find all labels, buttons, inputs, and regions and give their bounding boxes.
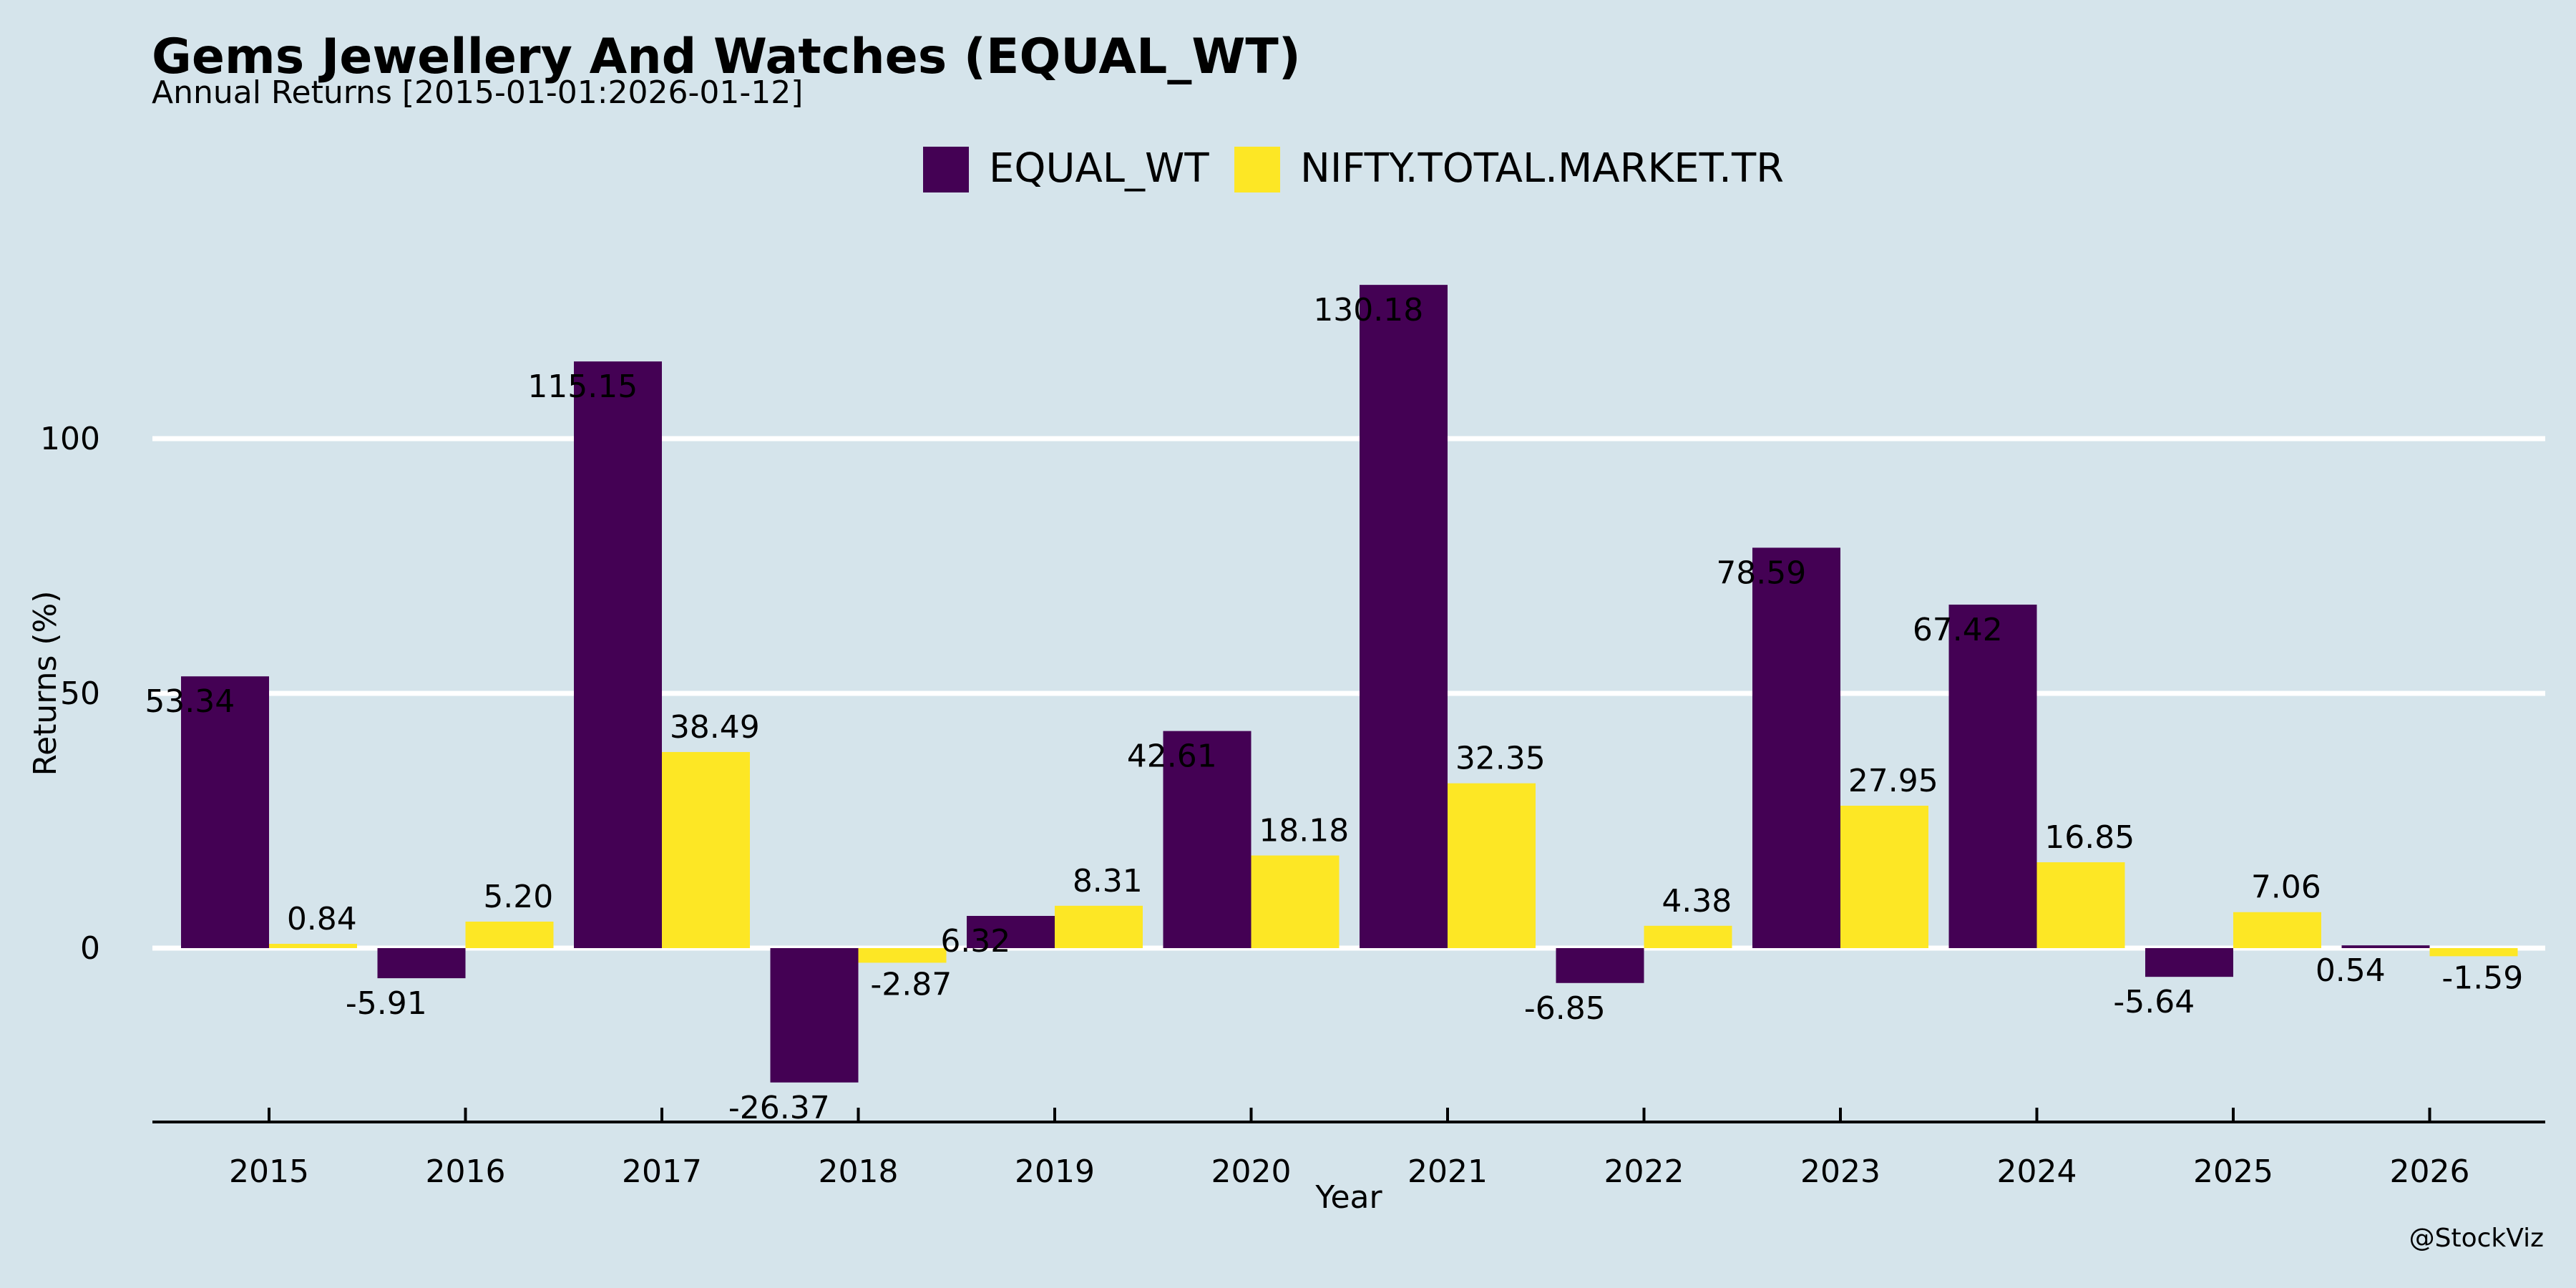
data-label: 67.42 bbox=[1913, 612, 2003, 648]
data-label: 78.59 bbox=[1716, 555, 1806, 591]
data-label: 42.61 bbox=[1127, 738, 1217, 775]
data-label: 38.49 bbox=[670, 709, 760, 746]
y-axis: 0 50 100 bbox=[40, 421, 100, 967]
bar-equal-wt-2026 bbox=[2341, 945, 2430, 948]
x-tick-label: 2022 bbox=[1604, 1153, 1684, 1190]
x-tick-label: 2015 bbox=[229, 1153, 309, 1190]
data-label: 18.18 bbox=[1259, 813, 1349, 849]
data-label: 32.35 bbox=[1455, 741, 1546, 777]
data-label: 0.84 bbox=[287, 901, 357, 937]
legend-swatch-1 bbox=[1234, 147, 1280, 192]
x-tick-label: 2018 bbox=[819, 1153, 899, 1190]
legend-label: EQUAL_WT bbox=[989, 145, 1209, 192]
bar-nifty-total-market-tr-2020 bbox=[1251, 855, 1340, 948]
legend: EQUAL_WT NIFTY.TOTAL.MARKET.TR bbox=[923, 145, 1784, 192]
bar-nifty-total-market-tr-2021 bbox=[1448, 783, 1536, 948]
bar-nifty-total-market-tr-2016 bbox=[465, 921, 554, 948]
data-label: 27.95 bbox=[1848, 763, 1938, 799]
legend-label: NIFTY.TOTAL.MARKET.TR bbox=[1300, 145, 1784, 192]
data-label: 16.85 bbox=[2044, 819, 2135, 856]
bar-equal-wt-2016 bbox=[377, 948, 466, 979]
data-label: -26.37 bbox=[728, 1090, 830, 1126]
bars bbox=[181, 285, 2518, 1083]
bar-equal-wt-2024 bbox=[1948, 604, 2037, 948]
x-tick-label: 2024 bbox=[1997, 1153, 2077, 1190]
bar-equal-wt-2022 bbox=[1556, 948, 1644, 983]
bar-equal-wt-2021 bbox=[1360, 285, 1448, 948]
data-label: -6.85 bbox=[1524, 990, 1606, 1027]
x-tick-label: 2025 bbox=[2193, 1153, 2273, 1190]
data-label: -5.64 bbox=[2113, 984, 2195, 1020]
bar-nifty-total-market-tr-2018 bbox=[858, 948, 947, 963]
bar-nifty-total-market-tr-2026 bbox=[2429, 948, 2518, 957]
x-tick-label: 2016 bbox=[426, 1153, 506, 1190]
bar-equal-wt-2020 bbox=[1163, 731, 1252, 948]
data-label: 130.18 bbox=[1313, 292, 1423, 328]
bar-nifty-total-market-tr-2022 bbox=[1644, 925, 1732, 948]
x-tick-label: 2021 bbox=[1407, 1153, 1488, 1190]
data-label: 53.34 bbox=[145, 683, 235, 720]
bar-equal-wt-2025 bbox=[2145, 948, 2233, 977]
bar-nifty-total-market-tr-2015 bbox=[269, 944, 357, 948]
y-tick-label: 0 bbox=[80, 930, 100, 967]
chart-subtitle: Annual Returns [2015-01-01:2026-01-12] bbox=[152, 74, 804, 111]
bar-nifty-total-market-tr-2017 bbox=[662, 751, 750, 948]
bar-nifty-total-market-tr-2025 bbox=[2233, 912, 2321, 948]
chart-title: Gems Jewellery And Watches (EQUAL_WT) bbox=[152, 29, 1301, 85]
data-label: 4.38 bbox=[1662, 883, 1732, 919]
x-axis: 2015 2016 2017 2018 2019 2020 2021 2022 2023 2024… bbox=[152, 1108, 2545, 1190]
data-label: -1.59 bbox=[2441, 960, 2523, 996]
x-tick-label: 2019 bbox=[1015, 1153, 1095, 1190]
data-label: 8.31 bbox=[1073, 863, 1143, 899]
data-label: 7.06 bbox=[2251, 869, 2321, 906]
bar-equal-wt-2015 bbox=[181, 676, 269, 948]
x-tick-label: 2017 bbox=[622, 1153, 702, 1190]
data-labels: 53.34 0.84 -5.91 5.20 115.15 38.49 -26.37 -2.87… bbox=[145, 292, 2523, 1126]
x-axis-label: Year bbox=[1314, 1179, 1382, 1216]
x-tick-label: 2023 bbox=[1800, 1153, 1880, 1190]
x-tick-label: 2020 bbox=[1211, 1153, 1292, 1190]
bar-equal-wt-2019 bbox=[967, 916, 1055, 948]
data-label: -2.87 bbox=[870, 966, 952, 1002]
x-tick-label: 2026 bbox=[2390, 1153, 2470, 1190]
bar-equal-wt-2023 bbox=[1752, 547, 1840, 948]
bar-nifty-total-market-tr-2019 bbox=[1055, 905, 1143, 948]
data-label: 5.20 bbox=[483, 879, 553, 915]
y-axis-label: Returns (%) bbox=[27, 590, 64, 776]
watermark: @StockViz bbox=[2409, 1224, 2544, 1253]
legend-swatch-0 bbox=[923, 147, 969, 192]
y-tick-label: 100 bbox=[40, 421, 100, 457]
bar-equal-wt-2018 bbox=[770, 948, 859, 1083]
bar-equal-wt-2017 bbox=[574, 361, 662, 949]
data-label: 6.32 bbox=[940, 923, 1010, 960]
data-label: 115.15 bbox=[527, 369, 638, 405]
data-label: -5.91 bbox=[346, 985, 427, 1022]
bar-nifty-total-market-tr-2024 bbox=[2036, 862, 2125, 948]
gridlines bbox=[152, 436, 2545, 951]
bar-nifty-total-market-tr-2023 bbox=[1840, 805, 1928, 948]
y-tick-label: 50 bbox=[60, 675, 100, 712]
data-label: 0.54 bbox=[2316, 952, 2386, 989]
